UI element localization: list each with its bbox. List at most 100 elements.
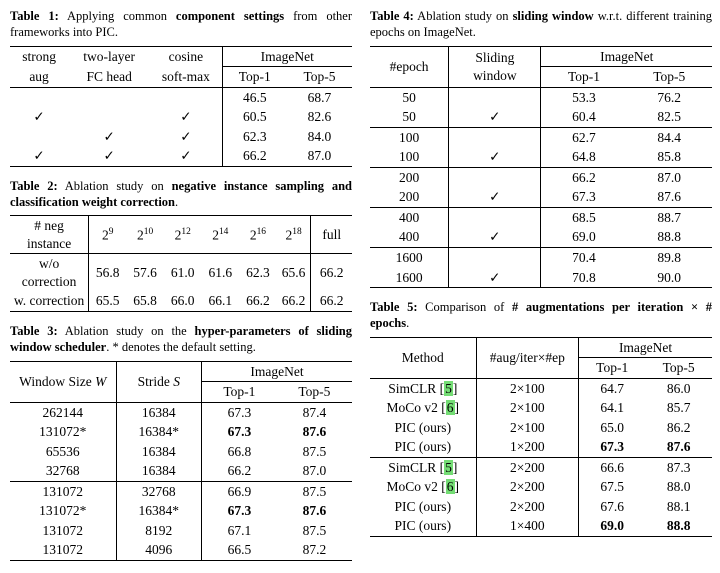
column-header-top1: Top-1	[596, 360, 629, 376]
header-text: Sliding	[475, 50, 515, 65]
exponent-sup: 12	[181, 226, 191, 237]
header-text: Window Size	[19, 373, 96, 389]
column-header: strong	[22, 48, 56, 64]
citation-link[interactable]: 5	[444, 380, 453, 396]
table-cell: SimCLR [5]	[370, 457, 477, 478]
column-header: # neg instance	[10, 215, 90, 254]
table-row: MoCo v2 [6] 2×200 67.5 88.0	[370, 477, 712, 497]
table-cell: 84.4	[657, 129, 682, 145]
table-cell: w/o correction	[10, 253, 90, 292]
table-header-row: # neg instance 29 210 212 214 216 218 fu…	[10, 215, 352, 254]
table-cell: 200	[370, 167, 450, 188]
table4-body: 50 53.3 76.2 50 ✓ 60.4 82.5 100 62.7 84.4 100 ✓ 64.8…	[370, 87, 712, 288]
table-cell: 32768	[10, 461, 117, 482]
table-cell: ✓	[103, 148, 115, 164]
table-row: 100 62.7 84.4	[370, 127, 712, 148]
caption-text: Ablation study on the	[57, 324, 195, 339]
table-cell: ✓	[448, 227, 542, 248]
table-cell: 66.8	[227, 443, 252, 459]
table-row: 46.5 68.7	[10, 87, 352, 108]
table-row: 131072* 16384* 67.3 87.6	[10, 501, 352, 521]
table5-section: Table 5: Comparison of # augmentations p…	[370, 300, 713, 538]
column-header: aug	[29, 68, 49, 84]
table-cell: 84.0	[307, 128, 332, 144]
column-header-top5: Top-5	[298, 384, 331, 400]
table-cell: 60.5	[242, 109, 267, 125]
table-cell: 87.2	[302, 542, 327, 558]
table-cell: 2×100	[476, 378, 580, 399]
citation-link[interactable]: 6	[445, 400, 455, 416]
table-cell: 2×200	[476, 477, 580, 497]
table-cell: PIC (ours)	[370, 516, 477, 537]
header-text: Stride	[137, 373, 174, 389]
table-cell: 2×100	[476, 417, 580, 438]
table-row: 100 ✓ 64.8 85.8	[370, 147, 712, 168]
column-header-method: Method	[370, 337, 477, 379]
column-header-sliding-window: Sliding window	[448, 46, 542, 88]
table5-body: SimCLR [5] 2×100 64.7 86.0 MoCo v2 [6] 2×100 6…	[370, 378, 712, 537]
table-row: 65536 16384 66.8 87.5	[10, 441, 352, 462]
column-header-imagenet: ImageNet	[540, 46, 712, 68]
method-label: SimCLR [	[388, 459, 445, 475]
column-header: cosine	[150, 46, 223, 67]
table-cell: 87.6	[626, 187, 712, 208]
table-cell: PIC (ours)	[370, 496, 477, 517]
table-cell: ✓	[33, 109, 45, 125]
caption-emphasis: # augmentations per iteration × # epochs	[370, 300, 713, 330]
table-row: 50 53.3 76.2	[370, 87, 712, 108]
table2-section: Table 2: Ablation study on negative inst…	[10, 179, 352, 313]
table-cell: 88.0	[666, 479, 691, 495]
table-cell: ✓	[150, 126, 223, 147]
table4-section: Table 4: Ablation study on sliding windo…	[370, 9, 712, 289]
table-cell: 88.8	[666, 518, 691, 534]
table-cell: 66.2	[201, 461, 277, 482]
table-cell: 87.6	[645, 437, 712, 458]
table4: #epoch Sliding window ImageNet Top-1 Top-…	[370, 45, 712, 289]
table2-caption: Table 2: Ablation study on negative inst…	[10, 179, 352, 211]
exp-base: 2	[285, 227, 293, 243]
citation-link[interactable]: 5	[444, 459, 453, 475]
table-row: ✓ ✓ ✓ 66.2 87.0	[10, 146, 352, 167]
table-cell	[448, 127, 542, 148]
caption-text: Applying common	[58, 9, 176, 23]
table-cell: ✓	[150, 107, 223, 127]
table-cell: 1×400	[476, 516, 580, 537]
column-header-imagenet: ImageNet	[201, 361, 352, 383]
table-header-row: Top-1 Top-5	[370, 358, 712, 379]
table-cell: 62.3	[246, 265, 270, 281]
table1-caption: Table 1: Applying common component setti…	[10, 9, 352, 41]
table-cell: MoCo v2 [6]	[370, 477, 477, 497]
table-cell: 66.6	[600, 459, 625, 475]
table-cell: 62.3	[242, 128, 267, 144]
table-row: 1600 ✓ 70.8 90.0	[370, 267, 712, 288]
table-cell: 68.7	[307, 89, 332, 105]
table-cell: 2×200	[476, 496, 580, 517]
caption-text: Ablation study on	[57, 178, 172, 193]
table-cell: 88.7	[657, 209, 682, 225]
table-cell: 56.8	[95, 265, 120, 281]
method-label: ]	[454, 479, 460, 495]
table-row: 131072 4096 66.5 87.2	[10, 540, 352, 561]
table-row: PIC (ours) 1×200 67.3 87.6	[370, 437, 712, 458]
caption-label: Table 3:	[10, 324, 58, 339]
exponent-sup: 16	[256, 226, 266, 237]
table-cell: 87.4	[302, 404, 327, 420]
table-header-row: Top-1 Top-5	[10, 382, 352, 403]
table-cell: 1×200	[476, 437, 580, 458]
table-cell: 85.7	[666, 400, 691, 416]
table-cell	[150, 87, 223, 108]
table-row: w. correction 65.5 65.8 66.0 66.1 66.2 66.2 66.…	[10, 291, 352, 312]
citation-link[interactable]: 6	[445, 479, 455, 495]
table1-body: 46.5 68.7 ✓ ✓ 60.5 82.6 ✓ ✓ 62.3 84.0 ✓ ✓ ✓ 66.2 87.0	[10, 87, 352, 167]
right-column: Table 4: Ablation study on sliding windo…	[370, 8, 712, 573]
column-header-top1: Top-1	[223, 384, 256, 400]
table-cell: 60.4	[540, 107, 627, 128]
table-cell: 66.2	[276, 291, 312, 312]
table-cell: ✓	[448, 267, 542, 288]
table-cell: 64.8	[540, 147, 627, 168]
table-header-row: Top-1 Top-5	[370, 67, 712, 88]
table-cell: 131072*	[10, 422, 117, 442]
table4-head: #epoch Sliding window ImageNet Top-1 Top-…	[370, 46, 712, 88]
exp-base: 2	[101, 227, 109, 243]
